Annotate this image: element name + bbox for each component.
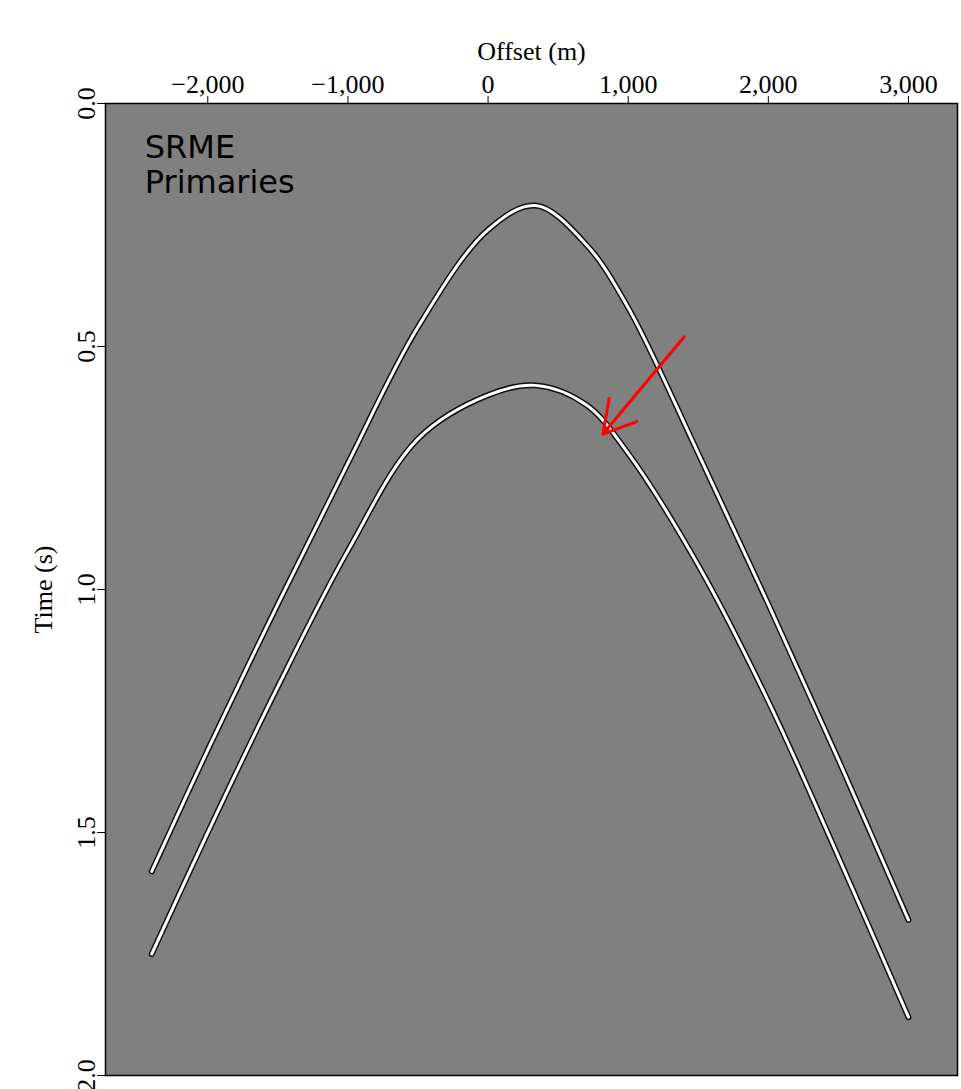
svg-text:3,000: 3,000 [879,70,938,99]
svg-text:Offset (m): Offset (m) [477,37,586,66]
svg-text:1,000: 1,000 [599,70,658,99]
svg-text:SRMEPrimaries: SRMEPrimaries [145,128,295,201]
svg-text:2,000: 2,000 [739,70,798,99]
svg-text:0.0: 0.0 [72,87,101,120]
svg-text:2.0: 2.0 [72,1059,101,1089]
svg-text:1.5: 1.5 [72,816,101,849]
svg-text:−1,000: −1,000 [311,70,384,99]
svg-text:Time (s): Time (s) [29,546,58,634]
svg-text:0: 0 [482,70,495,99]
svg-text:1.0: 1.0 [72,573,101,606]
svg-text:0.5: 0.5 [72,330,101,363]
svg-text:−2,000: −2,000 [171,70,244,99]
